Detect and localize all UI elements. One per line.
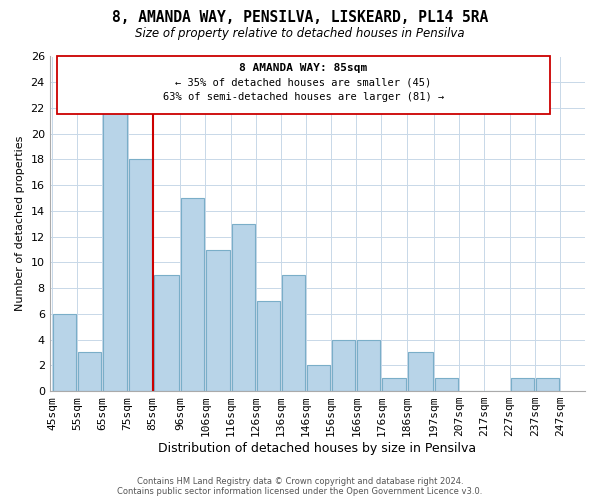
Text: 8, AMANDA WAY, PENSILVA, LISKEARD, PL14 5RA: 8, AMANDA WAY, PENSILVA, LISKEARD, PL14 … [112,10,488,25]
Bar [206,250,230,391]
Text: ← 35% of detached houses are smaller (45): ← 35% of detached houses are smaller (45… [175,78,431,88]
Text: 63% of semi-detached houses are larger (81) →: 63% of semi-detached houses are larger (… [163,92,444,102]
Text: 8 AMANDA WAY: 85sqm: 8 AMANDA WAY: 85sqm [239,63,368,73]
X-axis label: Distribution of detached houses by size in Pensilva: Distribution of detached houses by size … [158,442,476,455]
Bar [536,378,559,391]
Bar [407,352,433,391]
Bar [154,276,179,391]
Bar [382,378,406,391]
Bar [103,108,127,391]
Bar [282,276,305,391]
Bar [79,352,101,391]
Bar [511,378,534,391]
Text: Contains HM Land Registry data © Crown copyright and database right 2024.: Contains HM Land Registry data © Crown c… [137,477,463,486]
Bar [435,378,458,391]
Text: Size of property relative to detached houses in Pensilva: Size of property relative to detached ho… [135,28,465,40]
Bar [181,198,205,391]
FancyBboxPatch shape [57,56,550,114]
Bar [128,160,152,391]
Bar [307,366,330,391]
Bar [232,224,255,391]
Text: Contains public sector information licensed under the Open Government Licence v3: Contains public sector information licen… [118,487,482,496]
Bar [332,340,355,391]
Bar [357,340,380,391]
Bar [53,314,76,391]
Y-axis label: Number of detached properties: Number of detached properties [15,136,25,312]
Bar [257,301,280,391]
